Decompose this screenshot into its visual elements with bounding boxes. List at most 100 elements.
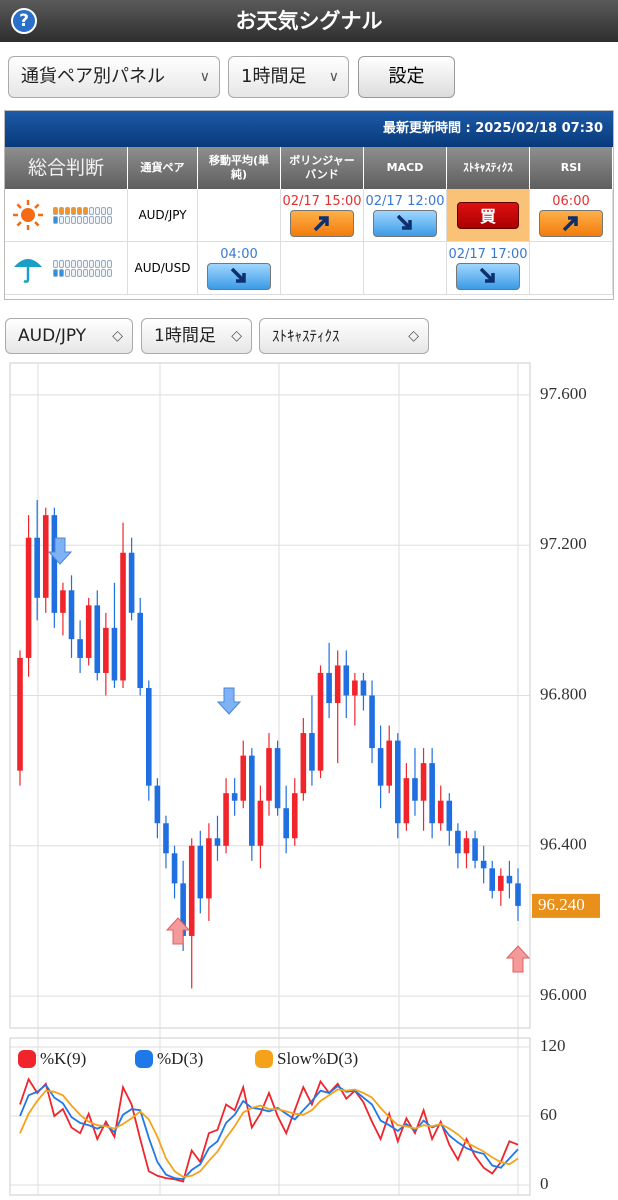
candle-body xyxy=(403,778,410,824)
weather-icon xyxy=(14,259,42,283)
signal-arrow[interactable] xyxy=(456,262,520,290)
candle-body xyxy=(94,605,101,673)
signal-cell: 02/17 12:00 xyxy=(364,189,447,242)
signal-arrow[interactable] xyxy=(290,209,354,237)
arrow-icon xyxy=(396,214,412,230)
gauge-cell xyxy=(95,215,100,224)
arrow-shape xyxy=(230,267,246,283)
settings-button[interactable]: 設定 xyxy=(358,56,455,98)
candle-body xyxy=(60,590,66,613)
signal-panel: 最新更新時間 : 2025/02/18 07:30 総合判断 通貨ペア 移動平均(単… xyxy=(4,110,614,300)
column-header: 通貨ペア xyxy=(128,147,198,189)
indicator-select[interactable]: ｽﾄｷｬｽﾃｨｸｽ ◇ xyxy=(259,318,429,354)
pair-select[interactable]: AUD/JPY ◇ xyxy=(5,318,133,354)
gauge-cell xyxy=(65,259,70,268)
arrow-icon xyxy=(479,267,495,283)
chart-signals xyxy=(47,537,531,973)
legend-label: %K(9) xyxy=(40,1049,86,1068)
signal-arrow[interactable] xyxy=(373,209,437,237)
column-header: MACD xyxy=(364,147,447,189)
candle-body xyxy=(137,612,144,688)
y-tick-label: 96.000 xyxy=(540,985,587,1004)
overall-judgment xyxy=(5,242,128,295)
candle-body xyxy=(120,552,126,681)
gauge-cell xyxy=(95,268,100,277)
gauge-cell xyxy=(89,268,94,277)
strength-gauge xyxy=(53,259,112,277)
gauge-cell xyxy=(89,215,94,224)
signal-cell xyxy=(198,189,281,242)
candle-body xyxy=(369,695,375,749)
candle-body xyxy=(249,755,255,846)
candle-body xyxy=(128,552,135,613)
y-tick-label: 60 xyxy=(540,1105,557,1124)
chevron: ◇ xyxy=(231,328,242,344)
signal-time: 06:00 xyxy=(552,193,590,209)
column-header: 移動平均(単純) xyxy=(198,147,281,189)
overall-judgment xyxy=(5,189,128,242)
legend-label: %D(3) xyxy=(157,1049,203,1068)
candle-body xyxy=(266,748,272,801)
y-tick-label: 0 xyxy=(540,1174,549,1193)
buy-badge: 買 xyxy=(457,201,519,229)
y-tick-label: 96.800 xyxy=(540,684,587,703)
help-button[interactable]: ? xyxy=(11,8,37,34)
arrow-icon xyxy=(230,267,246,283)
gauge-cell xyxy=(107,215,112,224)
select-text: 1時間足 xyxy=(241,66,307,87)
signal-cell: 02/17 17:00 xyxy=(447,242,530,295)
candle-body xyxy=(317,672,324,771)
gauge-cell xyxy=(53,259,58,268)
candle-body xyxy=(154,785,161,824)
candle-body xyxy=(480,860,487,869)
candle-body xyxy=(437,800,444,824)
candle-body xyxy=(197,845,204,899)
candle-body xyxy=(515,883,521,906)
candle-body xyxy=(429,763,435,824)
chart-timeframe-select[interactable]: 1時間足 ◇ xyxy=(141,318,252,354)
gauge-cell xyxy=(83,206,88,215)
timeframe-select[interactable]: 1時間足 ∨ xyxy=(228,56,349,98)
signal-time: 02/17 15:00 xyxy=(282,193,362,209)
gauge-cell xyxy=(77,259,82,268)
candle-body xyxy=(489,868,496,891)
gauge-cell xyxy=(65,215,70,224)
candle-body xyxy=(498,875,504,891)
signal-arrow[interactable] xyxy=(207,262,271,290)
candle-body xyxy=(103,627,109,673)
gauge-cell xyxy=(101,215,106,224)
gauge-cell xyxy=(65,206,70,215)
arrow-icon xyxy=(562,216,578,232)
legend-swatch xyxy=(255,1050,273,1068)
arrow-shape xyxy=(396,214,412,230)
candle-body xyxy=(455,830,461,854)
candle-body xyxy=(326,672,332,704)
umbrella-handle xyxy=(23,267,30,283)
candle-body xyxy=(394,740,401,824)
candle-body xyxy=(42,515,49,598)
gauge-cell xyxy=(77,215,82,224)
gauge-cell xyxy=(59,206,64,215)
sun-ray xyxy=(34,221,40,227)
candle-body xyxy=(240,755,247,801)
gauge-cell xyxy=(53,215,58,224)
osc-line xyxy=(19,1077,519,1183)
sun-ray xyxy=(16,203,22,209)
arrow-shape xyxy=(562,216,578,232)
update-time: 最新更新時間 : 2025/02/18 07:30 xyxy=(5,111,613,147)
panel-select[interactable]: 通貨ペア別パネル ∨ xyxy=(8,56,220,98)
column-header: ｽﾄｷｬｽﾃｨｸｽ xyxy=(447,147,530,189)
gauge-cell xyxy=(77,268,82,277)
gauge-cell xyxy=(101,206,106,215)
signal-table: 総合判断 通貨ペア 移動平均(単純) ボリンジャーバンド MACD ｽﾄｷｬｽﾃｨｸｽ RS… xyxy=(5,147,613,295)
signal-cell xyxy=(530,242,613,295)
candle-body xyxy=(343,665,350,696)
gauge-cell xyxy=(101,268,106,277)
signal-arrow[interactable] xyxy=(539,209,603,237)
gauge-cell xyxy=(89,259,94,268)
column-header: ボリンジャーバンド xyxy=(281,147,364,189)
sell-signal-arrow xyxy=(47,537,73,565)
signal-cell xyxy=(281,242,364,295)
y-tick-label: 96.400 xyxy=(540,835,587,854)
